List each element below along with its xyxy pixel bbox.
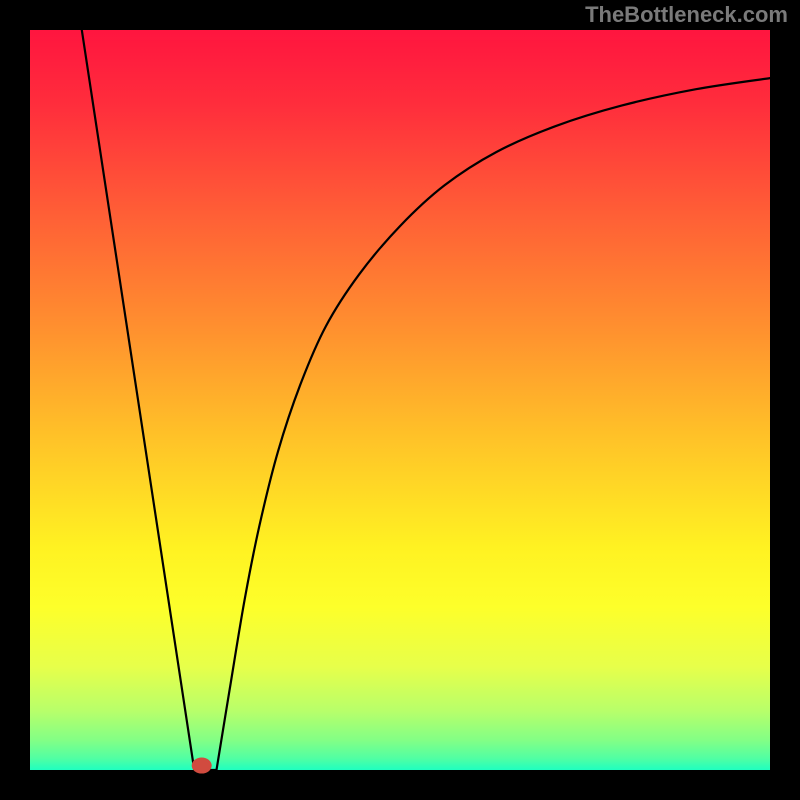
chart-container: TheBottleneck.com xyxy=(0,0,800,800)
bottleneck-chart xyxy=(0,0,800,800)
watermark-text: TheBottleneck.com xyxy=(585,2,788,28)
